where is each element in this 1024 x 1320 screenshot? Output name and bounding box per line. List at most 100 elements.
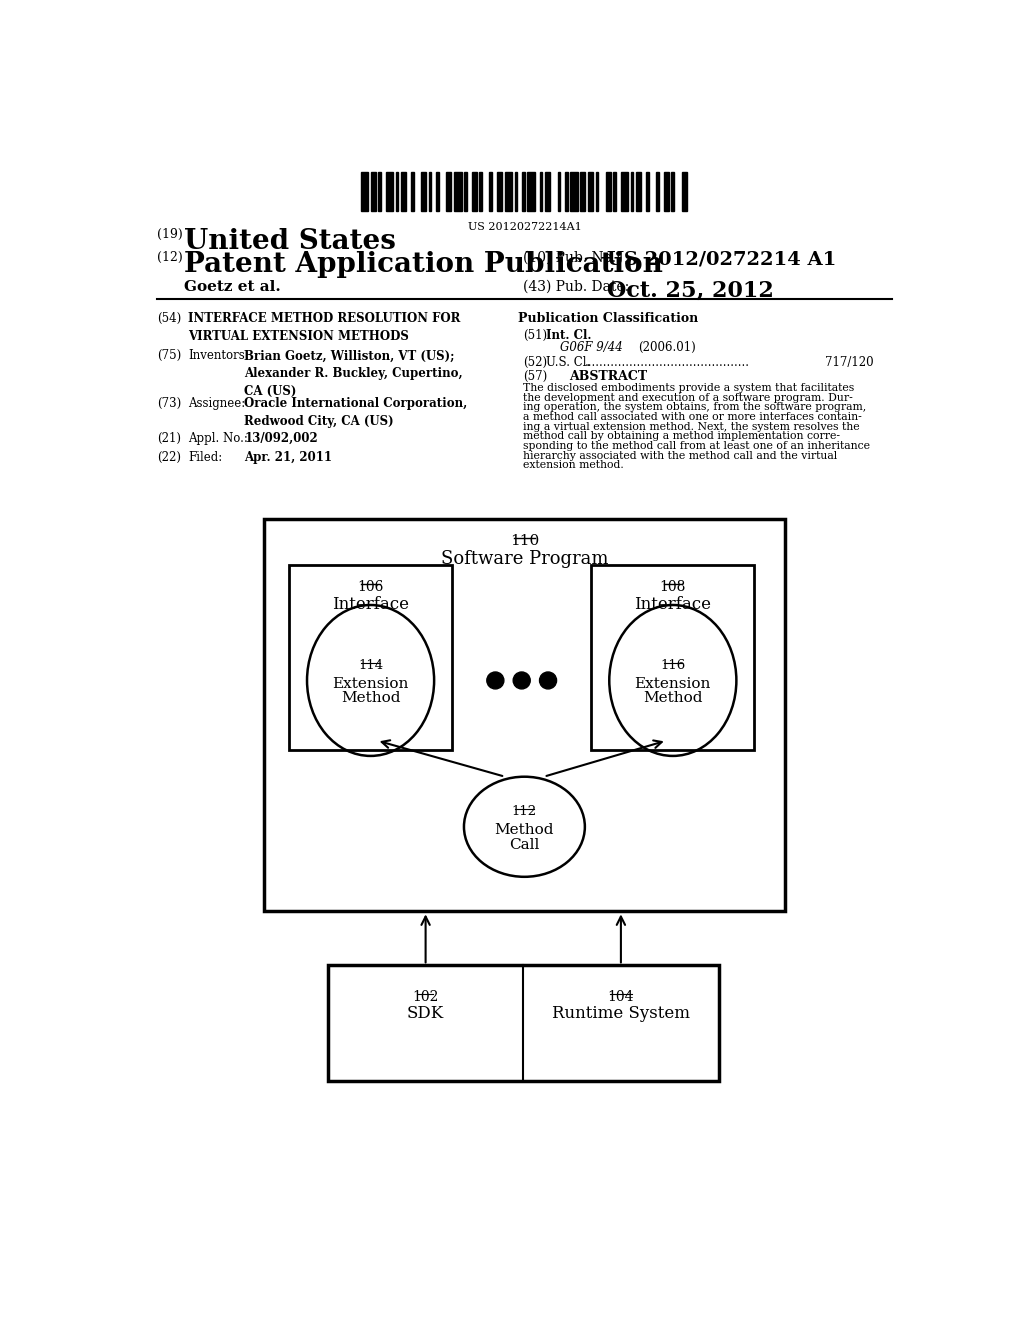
Bar — [540, 173, 543, 211]
Bar — [596, 173, 598, 211]
Text: (2006.01): (2006.01) — [638, 341, 695, 354]
Text: (75): (75) — [158, 350, 181, 363]
Text: hierarchy associated with the method call and the virtual: hierarchy associated with the method cal… — [523, 450, 838, 461]
Circle shape — [486, 672, 504, 689]
Bar — [515, 173, 517, 211]
Bar — [605, 173, 610, 211]
Text: Apr. 21, 2011: Apr. 21, 2011 — [245, 451, 332, 465]
Bar — [489, 173, 492, 211]
Text: US 2012/0272214 A1: US 2012/0272214 A1 — [607, 251, 837, 269]
Bar — [636, 173, 641, 211]
Bar — [289, 565, 452, 750]
Bar — [621, 173, 629, 211]
Text: Filed:: Filed: — [188, 451, 222, 465]
Bar — [429, 173, 431, 211]
Text: ing operation, the system obtains, from the software program,: ing operation, the system obtains, from … — [523, 403, 866, 412]
Bar — [386, 173, 393, 211]
Bar — [565, 173, 567, 211]
Text: Method: Method — [341, 692, 400, 705]
Text: Runtime System: Runtime System — [552, 1006, 690, 1023]
Text: (21): (21) — [158, 432, 181, 445]
Text: (57): (57) — [523, 370, 548, 383]
Bar — [505, 173, 512, 211]
Bar — [411, 173, 414, 211]
Text: ABSTRACT: ABSTRACT — [569, 370, 647, 383]
Bar — [263, 519, 785, 911]
Text: United States: United States — [183, 227, 395, 255]
Text: 104: 104 — [607, 990, 634, 1005]
Text: INTERFACE METHOD RESOLUTION FOR
VIRTUAL EXTENSION METHODS: INTERFACE METHOD RESOLUTION FOR VIRTUAL … — [188, 313, 461, 343]
Bar — [570, 173, 578, 211]
Text: (54): (54) — [158, 313, 181, 326]
Bar — [672, 173, 674, 211]
Text: Appl. No.:: Appl. No.: — [188, 432, 249, 445]
Text: Interface: Interface — [634, 595, 712, 612]
Text: extension method.: extension method. — [523, 461, 624, 470]
Text: the development and execution of a software program. Dur-: the development and execution of a softw… — [523, 393, 853, 403]
Text: 717/120: 717/120 — [825, 355, 874, 368]
Circle shape — [513, 672, 530, 689]
Text: Method: Method — [495, 822, 554, 837]
Bar — [421, 173, 426, 211]
Text: ing a virtual extension method. Next, the system resolves the: ing a virtual extension method. Next, th… — [523, 422, 860, 432]
Text: 102: 102 — [413, 990, 439, 1005]
Bar — [401, 173, 406, 211]
Text: The disclosed embodiments provide a system that facilitates: The disclosed embodiments provide a syst… — [523, 383, 854, 393]
Text: U.S. Cl.: U.S. Cl. — [547, 355, 591, 368]
Text: 110: 110 — [510, 535, 539, 548]
Bar — [464, 173, 467, 211]
Circle shape — [540, 672, 557, 689]
Bar — [646, 173, 648, 211]
Bar — [371, 173, 376, 211]
Text: Extension: Extension — [635, 677, 711, 690]
Text: (22): (22) — [158, 451, 181, 465]
Bar — [378, 173, 381, 211]
Bar — [454, 173, 462, 211]
Bar — [328, 965, 719, 1081]
Bar — [588, 173, 593, 211]
Text: (19): (19) — [158, 227, 183, 240]
Bar — [558, 173, 560, 211]
Text: Oct. 25, 2012: Oct. 25, 2012 — [607, 280, 774, 302]
Bar — [479, 173, 482, 211]
Bar — [545, 173, 550, 211]
Text: 116: 116 — [660, 659, 685, 672]
Bar — [472, 173, 477, 211]
Text: Software Program: Software Program — [440, 549, 608, 568]
Text: 108: 108 — [659, 581, 686, 594]
Text: Extension: Extension — [333, 677, 409, 690]
Bar — [613, 173, 615, 211]
Text: a method call associated with one or more interfaces contain-: a method call associated with one or mor… — [523, 412, 862, 422]
Bar — [527, 173, 535, 211]
Text: ............................................: ........................................… — [586, 355, 751, 368]
Bar — [446, 173, 452, 211]
Text: Int. Cl.: Int. Cl. — [547, 330, 592, 342]
Text: Oracle International Corporation,
Redwood City, CA (US): Oracle International Corporation, Redwoo… — [245, 397, 468, 428]
Text: 106: 106 — [357, 581, 384, 594]
Text: Method: Method — [643, 692, 702, 705]
Bar — [360, 173, 368, 211]
Text: Brian Goetz, Williston, VT (US);
Alexander R. Buckley, Cupertino,
CA (US): Brian Goetz, Williston, VT (US); Alexand… — [245, 350, 463, 399]
Text: Patent Application Publication: Patent Application Publication — [183, 251, 663, 277]
Bar — [664, 173, 669, 211]
Bar — [631, 173, 634, 211]
Text: method call by obtaining a method implementation corre-: method call by obtaining a method implem… — [523, 432, 841, 441]
Text: (51): (51) — [523, 330, 548, 342]
Bar — [522, 173, 525, 211]
Text: 13/092,002: 13/092,002 — [245, 432, 318, 445]
Bar — [682, 173, 686, 211]
Text: sponding to the method call from at least one of an inheritance: sponding to the method call from at leas… — [523, 441, 870, 451]
Text: US 20120272214A1: US 20120272214A1 — [468, 222, 582, 231]
Text: (52): (52) — [523, 355, 548, 368]
Text: Inventors:: Inventors: — [188, 350, 249, 363]
Text: 112: 112 — [512, 805, 537, 818]
Bar — [581, 173, 586, 211]
Bar — [436, 173, 439, 211]
Text: (10) Pub. No.:: (10) Pub. No.: — [523, 251, 621, 265]
Text: (43) Pub. Date:: (43) Pub. Date: — [523, 280, 630, 294]
Text: (12): (12) — [158, 251, 183, 264]
Text: Goetz et al.: Goetz et al. — [183, 280, 281, 294]
Bar — [497, 173, 502, 211]
Bar — [396, 173, 398, 211]
Text: 114: 114 — [358, 659, 383, 672]
